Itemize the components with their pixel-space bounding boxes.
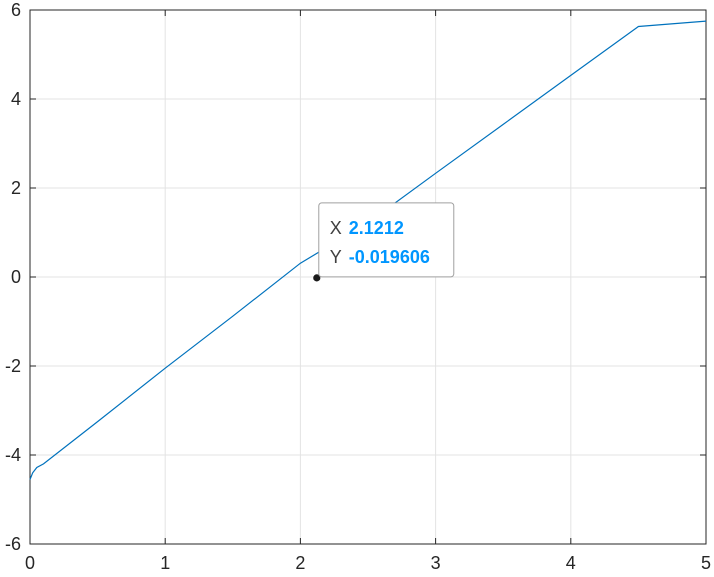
- y-tick-label: -2: [5, 356, 21, 376]
- series-line: [29, 20, 707, 480]
- datatip-y-value: -0.019606: [349, 247, 430, 267]
- y-tick-label: 4: [11, 89, 21, 109]
- datatip-x-key: X: [330, 218, 342, 238]
- y-tick-label: -6: [5, 534, 21, 554]
- y-tick-label: 2: [11, 178, 21, 198]
- tick-labels: 0 1 2 3 4 5 -6 -4 -2 0 2 4 6: [5, 0, 711, 573]
- x-tick-label: 1: [160, 553, 170, 573]
- datatip-x-value: 2.1212: [349, 218, 404, 238]
- x-tick-label: 3: [431, 553, 441, 573]
- x-tick-label: 2: [295, 553, 305, 573]
- x-tick-label: 5: [701, 553, 711, 573]
- x-tick-label: 0: [25, 553, 35, 573]
- y-tick-label: -4: [5, 445, 21, 465]
- y-tick-label: 6: [11, 0, 21, 20]
- datatip-y-key: Y: [330, 247, 342, 267]
- ticks: [29, 9, 707, 545]
- x-tick-label: 4: [566, 553, 576, 573]
- y-tick-label: 0: [11, 267, 21, 287]
- datatip-box[interactable]: X 2.1212 Y -0.019606: [318, 202, 455, 278]
- datatip-background: [318, 202, 455, 278]
